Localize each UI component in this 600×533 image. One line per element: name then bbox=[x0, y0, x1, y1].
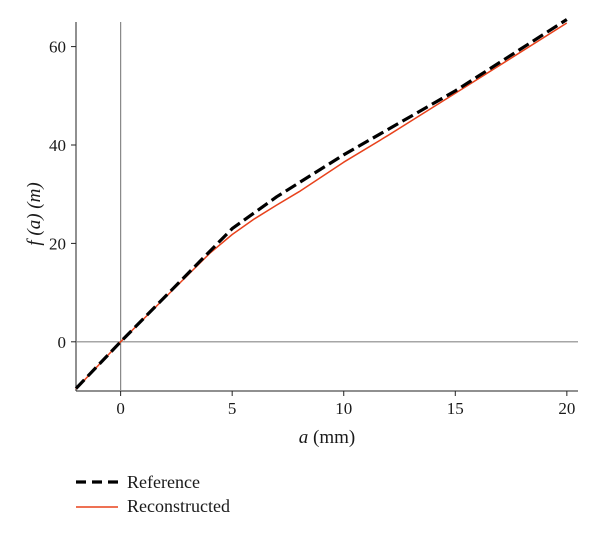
series-layer bbox=[74, 18, 568, 390]
legend-label-reference: Reference bbox=[127, 472, 200, 492]
axes-frame bbox=[75, 22, 578, 392]
series-line-reconstructed bbox=[75, 22, 568, 390]
y-tick-label: 20 bbox=[49, 234, 66, 253]
x-tick-label: 5 bbox=[228, 399, 237, 418]
x-tick-label: 15 bbox=[447, 399, 464, 418]
y-tick-label: 60 bbox=[49, 38, 66, 57]
y-axis-ticks: 0 20 40 60 bbox=[49, 38, 76, 352]
x-tick-label: 10 bbox=[335, 399, 352, 418]
legend-label-reconstructed: Reconstructed bbox=[127, 496, 230, 516]
series-line-reference bbox=[74, 18, 568, 390]
y-tick-label: 0 bbox=[58, 333, 67, 352]
x-tick-label: 20 bbox=[558, 399, 575, 418]
zero-lines bbox=[76, 22, 578, 391]
x-axis-title: a (mm) bbox=[299, 427, 355, 448]
x-tick-label: 0 bbox=[116, 399, 125, 418]
legend: Reference Reconstructed bbox=[76, 472, 230, 516]
y-axis-title: f (a) (m) bbox=[24, 182, 45, 245]
y-tick-label: 40 bbox=[49, 136, 66, 155]
x-axis-ticks: 0 5 10 15 20 bbox=[116, 391, 575, 418]
